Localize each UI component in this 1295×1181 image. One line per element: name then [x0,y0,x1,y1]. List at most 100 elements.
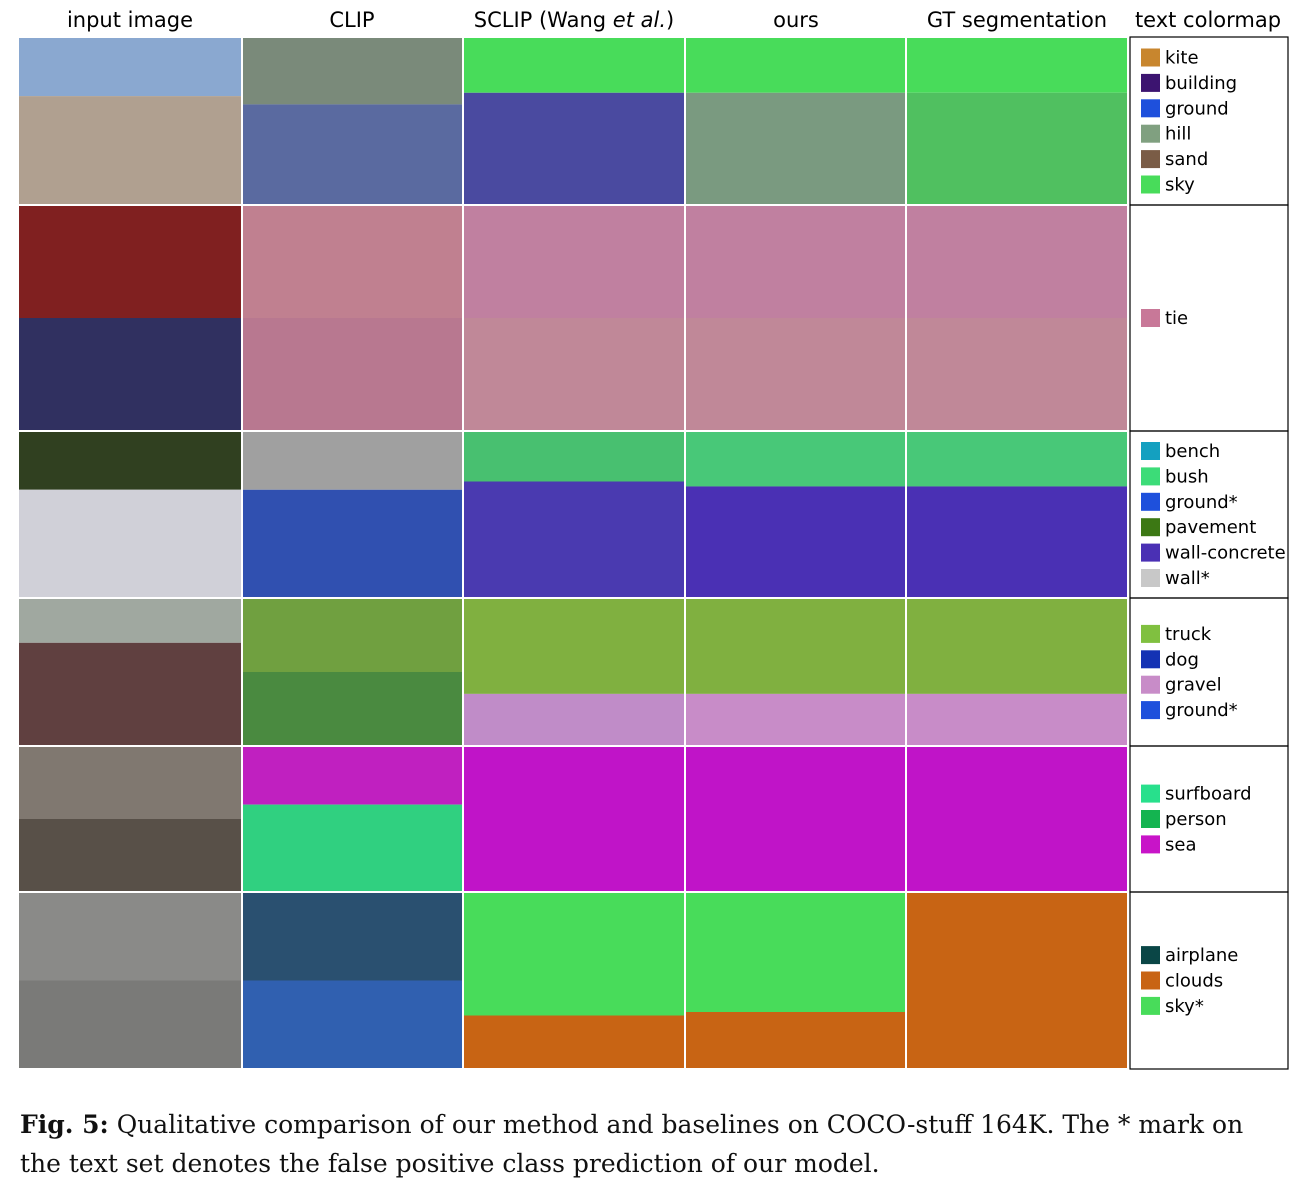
image-cell [907,38,1127,93]
legend-swatch [1141,971,1160,990]
legend-label: surfboard [1165,784,1252,805]
image-cell [19,489,241,597]
caption-label: Fig. 5: [20,1110,109,1139]
legend-label: gravel [1165,675,1222,696]
image-cell [907,980,1127,1068]
legend-swatch [1141,73,1160,92]
image-cell [907,92,1127,204]
image-cell [19,980,241,1068]
image-cell [243,432,462,490]
image-cell [464,893,684,1016]
image-cell [686,819,905,891]
legend-label: hill [1165,124,1191,145]
image-cell [243,980,462,1068]
caption-text: Qualitative comparison of our method and… [20,1110,1244,1178]
image-cell [686,599,905,694]
image-cell [464,318,684,430]
legend-swatch [1141,442,1160,460]
legend-swatch [1141,835,1160,854]
image-cell [464,819,684,891]
image-cell [19,432,241,490]
image-cell [243,206,462,318]
image-cell [243,599,462,672]
legend-label: sand [1165,149,1208,170]
legend-label: sky* [1165,996,1204,1017]
image-cell [907,599,1127,694]
legend-swatch [1141,624,1160,643]
image-cell [686,432,905,487]
image-cell [686,38,905,93]
image-cell [243,38,462,105]
legend-swatch [1141,996,1160,1015]
header-part: SCLIP (Wang [474,8,613,32]
legend-label: sea [1165,834,1196,855]
legend-label: wall-concrete [1165,543,1286,564]
legend-label: sky [1165,175,1195,196]
image-cell [464,92,684,204]
image-cell [243,672,462,745]
image-cell [19,747,241,819]
legend-swatch [1141,48,1160,67]
image-cell [907,747,1127,819]
legend-swatch [1141,810,1160,828]
image-cell [19,642,241,745]
image-cell [464,481,684,597]
image-cell [464,1015,684,1068]
column-header: GT segmentation [927,8,1107,32]
header-part: ) [666,8,674,32]
legend-label: kite [1165,48,1199,69]
image-cell [243,747,462,805]
legend-label: clouds [1165,971,1223,992]
image-cell [686,318,905,430]
image-cell [907,893,1127,981]
legend-label: person [1165,809,1227,830]
image-cell [19,38,241,97]
image-cell [464,432,684,482]
legend-label: pavement [1165,517,1256,538]
image-cell [19,893,241,981]
image-cell [464,206,684,318]
image-cell [243,104,462,204]
image-cell [19,819,241,891]
image-cell [19,96,241,204]
legend-label: ground [1165,98,1229,119]
legend-label: wall* [1165,568,1210,589]
legend-label: ground* [1165,492,1238,513]
image-cell [19,206,241,318]
legend-swatch [1141,175,1160,194]
image-cell [686,92,905,204]
image-cell [686,893,905,1012]
legend-swatch [1141,650,1160,669]
image-cell [243,893,462,981]
image-cell [907,432,1127,487]
image-cell [686,693,905,745]
image-cell [464,599,684,694]
legend-label: ground* [1165,700,1238,721]
image-cell [907,318,1127,430]
image-cell [686,486,905,597]
legend-label: tie [1165,308,1188,329]
legend-label: bench [1165,441,1220,462]
legend-swatch [1141,309,1160,327]
legend-label: building [1165,73,1237,94]
legend-label: dog [1165,649,1199,670]
legend-swatch [1141,467,1160,486]
figure-grid: input image CLIP SCLIP (Wang et al.) our… [19,8,1289,1070]
column-header: input image [67,8,193,32]
image-cell [907,819,1127,891]
legend-swatch [1141,124,1160,143]
image-cell [907,693,1127,745]
legend-label: truck [1165,624,1212,645]
image-cell [19,599,241,643]
image-cell [243,489,462,597]
legend-swatch [1141,946,1160,965]
image-cell [19,318,241,430]
legend-swatch [1141,492,1160,511]
column-header: SCLIP (Wang et al.) [474,8,674,32]
image-cell [243,318,462,430]
column-header: text colormap [1135,8,1281,32]
legend-swatch [1141,150,1160,169]
image-cell [686,1012,905,1068]
legend-label: airplane [1165,945,1238,966]
